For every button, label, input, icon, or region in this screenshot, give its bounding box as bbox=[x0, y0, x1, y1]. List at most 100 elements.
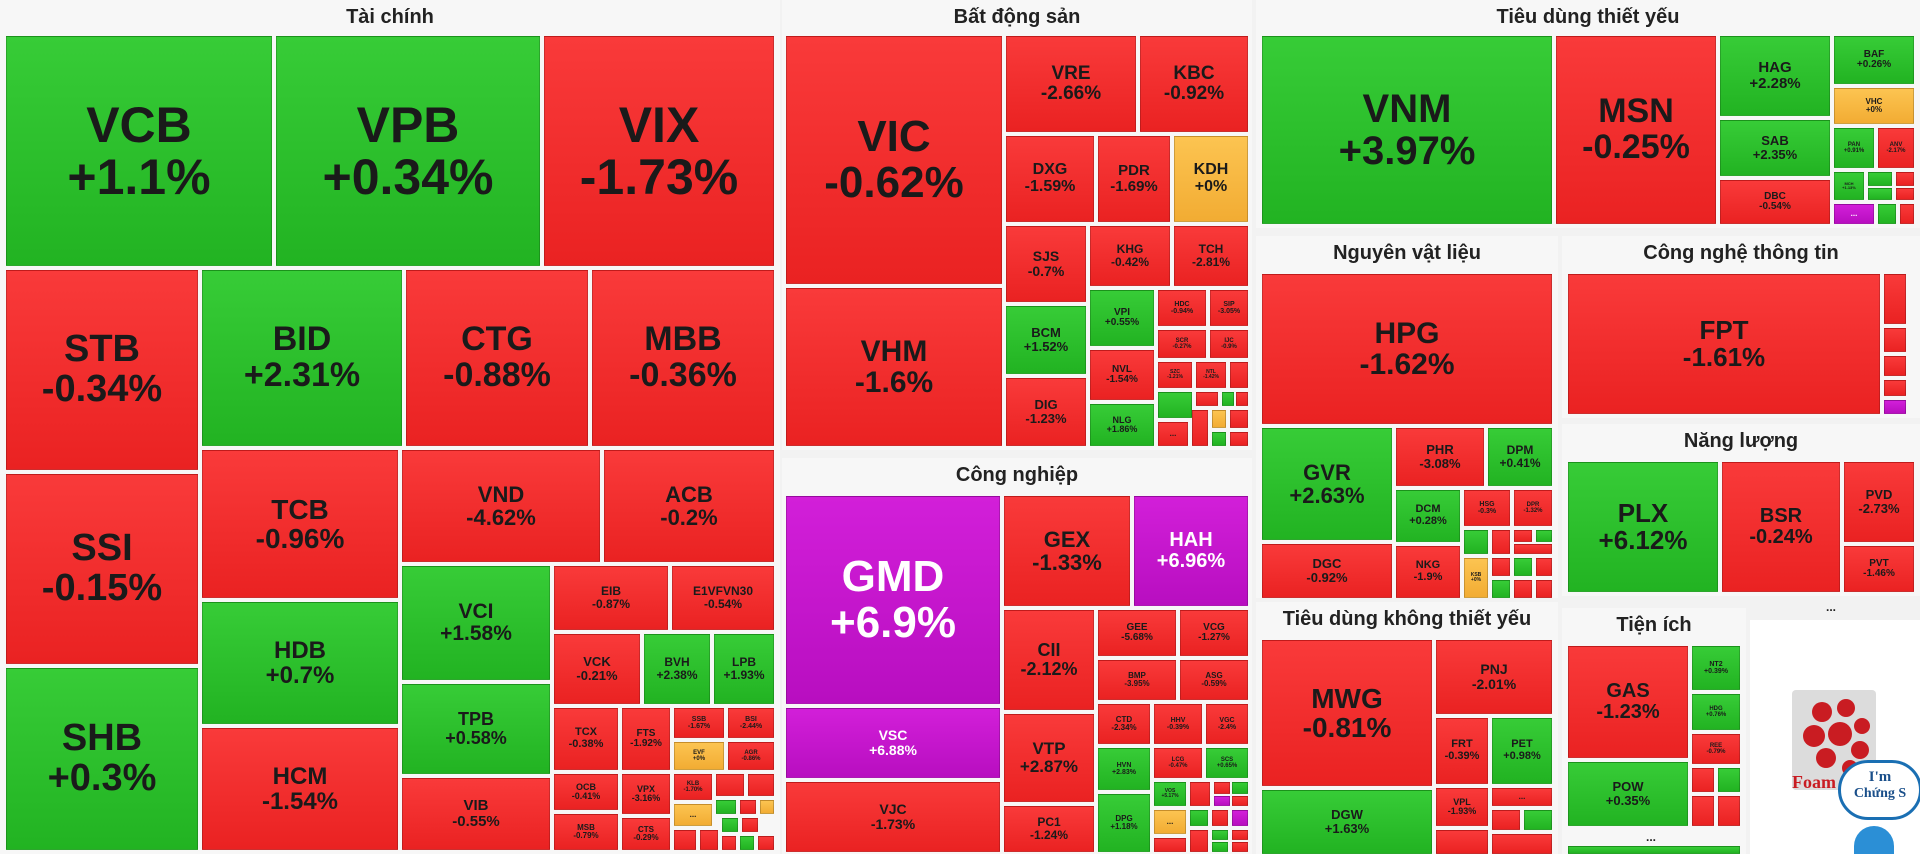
tile-pet[interactable]: PET +0.98% bbox=[1492, 718, 1552, 784]
mini-tile[interactable] bbox=[1192, 410, 1208, 446]
tile-kbc[interactable]: KBC -0.92% bbox=[1140, 36, 1248, 132]
mini-tile[interactable] bbox=[1896, 188, 1914, 200]
mini-tile[interactable] bbox=[740, 800, 756, 814]
tile-fpt[interactable]: FPT -1.61% bbox=[1568, 274, 1880, 414]
tile-vib[interactable]: VIB -0.55% bbox=[402, 778, 550, 850]
mini-tile[interactable] bbox=[700, 830, 718, 850]
more-label[interactable]: ... bbox=[1826, 600, 1837, 614]
tile-nvl[interactable]: NVL -1.54% bbox=[1090, 350, 1154, 400]
tile-mbb[interactable]: MBB -0.36% bbox=[592, 270, 774, 446]
tile-dcm[interactable]: DCM +0.28% bbox=[1396, 490, 1460, 542]
mini-tile[interactable] bbox=[1884, 328, 1906, 352]
mini-tile[interactable] bbox=[1536, 530, 1552, 542]
mini-tile[interactable] bbox=[1154, 838, 1186, 852]
mini-tile[interactable] bbox=[1212, 810, 1228, 826]
mini-tile[interactable] bbox=[1514, 530, 1532, 542]
tile-gex[interactable]: GEX -1.33% bbox=[1004, 496, 1130, 606]
mini-tile[interactable] bbox=[1492, 558, 1510, 576]
mini-tile[interactable] bbox=[1212, 410, 1226, 428]
tile-klb[interactable]: KLB -1.70% bbox=[674, 774, 712, 800]
tile-vic[interactable]: VIC -0.62% bbox=[786, 36, 1002, 284]
tile-ksb[interactable]: KSB +0% bbox=[1464, 558, 1488, 598]
tile-ssb[interactable]: SSB -1.67% bbox=[674, 708, 724, 738]
tile-sab[interactable]: SAB +2.35% bbox=[1720, 120, 1830, 176]
tile-kdh[interactable]: KDH +0% bbox=[1174, 136, 1248, 222]
tile-dbc[interactable]: DBC -0.54% bbox=[1720, 180, 1830, 224]
tile-tch[interactable]: TCH -2.81% bbox=[1174, 226, 1248, 286]
tile-ssi[interactable]: SSI -0.15% bbox=[6, 474, 198, 664]
mini-tile[interactable] bbox=[1536, 558, 1552, 576]
tile-mwg[interactable]: MWG -0.81% bbox=[1262, 640, 1432, 786]
mini-tile[interactable] bbox=[1692, 796, 1714, 826]
tile-ntl[interactable]: NTL -1.42% bbox=[1196, 362, 1226, 388]
tile-hdg[interactable]: HDG +0.76% bbox=[1692, 694, 1740, 730]
tile-pan[interactable]: PAN +0.91% bbox=[1834, 128, 1874, 168]
mini-tile[interactable] bbox=[722, 818, 738, 832]
tile-nt2[interactable]: NT2 +0.39% bbox=[1692, 646, 1740, 690]
tile-bcm[interactable]: BCM +1.52% bbox=[1006, 306, 1086, 374]
tile-vnm[interactable]: VNM +3.97% bbox=[1262, 36, 1552, 224]
mini-tile[interactable] bbox=[1464, 530, 1488, 554]
mini-tile[interactable] bbox=[1514, 558, 1532, 576]
mini-tile[interactable] bbox=[1884, 400, 1906, 414]
tile-hah[interactable]: HAH +6.96% bbox=[1134, 496, 1248, 606]
mini-tile[interactable] bbox=[1190, 810, 1208, 826]
tile-gvr[interactable]: GVR +2.63% bbox=[1262, 428, 1392, 540]
tile-pvd[interactable]: PVD -2.73% bbox=[1844, 462, 1914, 542]
tile-gmd[interactable]: GMD +6.9% bbox=[786, 496, 1000, 704]
tile-nkg[interactable]: NKG -1.9% bbox=[1396, 546, 1460, 598]
tile-agr[interactable]: AGR -0.86% bbox=[728, 742, 774, 770]
mini-tile[interactable] bbox=[1536, 580, 1552, 598]
tile-dgw[interactable]: DGW +1.63% bbox=[1262, 790, 1432, 854]
mini-tile[interactable] bbox=[760, 800, 774, 814]
tile-vck[interactable]: VCK -0.21% bbox=[554, 634, 640, 704]
tile-msn[interactable]: MSN -0.25% bbox=[1556, 36, 1716, 224]
tile-evf[interactable]: EVF +0% bbox=[674, 742, 724, 770]
tile-vpx[interactable]: VPX -3.16% bbox=[622, 774, 670, 814]
mini-tile[interactable] bbox=[1232, 810, 1248, 826]
tile-ocb[interactable]: OCB -0.41% bbox=[554, 774, 618, 810]
tile-gee[interactable]: GEE -5.68% bbox=[1098, 610, 1176, 656]
tile-stb[interactable]: STB -0.34% bbox=[6, 270, 198, 470]
mini-tile[interactable] bbox=[1718, 796, 1740, 826]
tile-msb[interactable]: MSB -0.79% bbox=[554, 814, 618, 850]
tile-more-cn[interactable]: ... bbox=[1154, 810, 1186, 834]
mini-tile[interactable] bbox=[1196, 392, 1218, 406]
tile-pow[interactable]: POW +0.35% bbox=[1568, 762, 1688, 826]
tile-asg[interactable]: ASG -0.59% bbox=[1180, 660, 1248, 700]
tile-lcg[interactable]: LCG -0.47% bbox=[1154, 748, 1202, 778]
tile-acb[interactable]: ACB -0.2% bbox=[604, 450, 774, 562]
tile-vtp[interactable]: VTP +2.87% bbox=[1004, 714, 1094, 802]
tile-tpb[interactable]: TPB +0.58% bbox=[402, 684, 550, 774]
tile-dpg[interactable]: DPG +1.18% bbox=[1098, 794, 1150, 852]
tile-hag[interactable]: HAG +2.28% bbox=[1720, 36, 1830, 116]
tile-ree[interactable]: REE -0.79% bbox=[1692, 734, 1740, 764]
tile-tcb[interactable]: TCB -0.96% bbox=[202, 450, 398, 598]
mini-tile[interactable] bbox=[1884, 380, 1906, 396]
tile-bmp[interactable]: BMP -3.95% bbox=[1098, 660, 1176, 700]
mini-tile[interactable] bbox=[1212, 830, 1228, 840]
tile-shb[interactable]: SHB +0.3% bbox=[6, 668, 198, 850]
tile-ctg[interactable]: CTG -0.88% bbox=[406, 270, 588, 446]
tile-vci[interactable]: VCI +1.58% bbox=[402, 566, 550, 680]
tile-scs[interactable]: SCS +0.65% bbox=[1206, 748, 1248, 778]
tile-hpg[interactable]: HPG -1.62% bbox=[1262, 274, 1552, 424]
mini-tile[interactable] bbox=[1514, 580, 1532, 598]
mini-tile[interactable] bbox=[1232, 782, 1248, 794]
tile-vhm[interactable]: VHM -1.6% bbox=[786, 288, 1002, 446]
tile-anv[interactable]: ANV -2.17% bbox=[1878, 128, 1914, 168]
tile-sip[interactable]: SIP -3.05% bbox=[1210, 290, 1248, 326]
mini-tile[interactable] bbox=[1896, 172, 1914, 186]
tile-vgc[interactable]: VGC -2.4% bbox=[1206, 704, 1248, 744]
tile-vjc[interactable]: VJC -1.73% bbox=[786, 782, 1000, 852]
mini-tile[interactable] bbox=[1492, 834, 1552, 854]
mini-tile[interactable] bbox=[1232, 796, 1248, 806]
tile-plx[interactable]: PLX +6.12% bbox=[1568, 462, 1718, 592]
mini-tile[interactable] bbox=[1230, 410, 1248, 428]
mini-tile[interactable] bbox=[1900, 204, 1914, 224]
mini-tile[interactable] bbox=[1190, 782, 1210, 806]
tile-e1vfvn30[interactable]: E1VFVN30 -0.54% bbox=[672, 566, 774, 630]
tile-vcb[interactable]: VCB +1.1% bbox=[6, 36, 272, 266]
mini-tile[interactable] bbox=[1236, 392, 1248, 406]
tile-ijc[interactable]: IJC -0.9% bbox=[1210, 330, 1248, 358]
